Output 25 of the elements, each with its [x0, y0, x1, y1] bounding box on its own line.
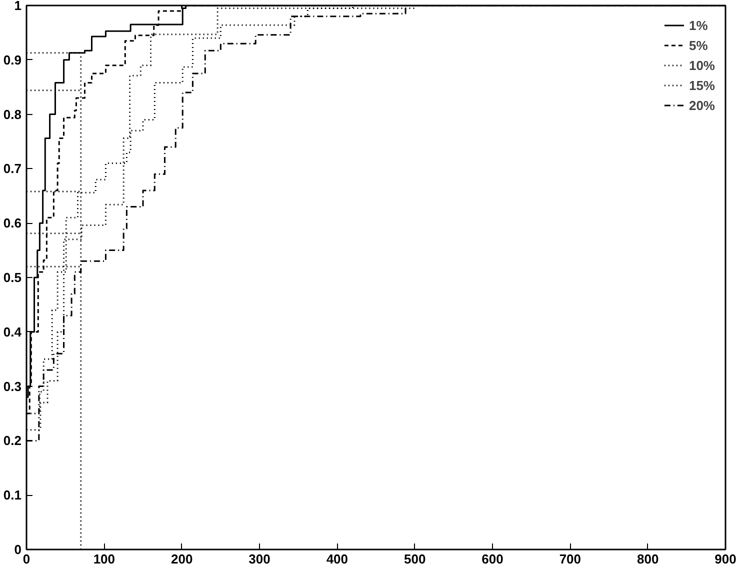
y-tick-label: 0.8	[3, 106, 22, 122]
y-tick-label: 0.7	[3, 161, 22, 176]
y-tick-label: 0.5	[3, 270, 22, 285]
legend-label: 1%	[688, 18, 709, 32]
legend-label: 5%	[688, 38, 709, 52]
x-tick-label: 400	[326, 552, 348, 566]
y-tick-label: 0.4	[3, 324, 22, 340]
x-tick-label: 700	[559, 552, 582, 566]
x-tick-label: 600	[482, 552, 504, 566]
x-tick-label: 200	[170, 552, 193, 566]
y-tick-label: 0.9	[3, 52, 22, 68]
y-tick-label: 0.6	[3, 216, 22, 231]
y-tick-label: 0.1	[3, 488, 22, 503]
x-tick-label: 900	[714, 552, 736, 566]
x-tick-label: 100	[93, 552, 116, 566]
legend-label: 20%	[688, 98, 715, 112]
y-tick-label: 0.3	[3, 378, 22, 394]
legend-label: 15%	[688, 78, 715, 92]
x-tick-label: 500	[404, 552, 426, 566]
x-tick-label: 300	[248, 552, 270, 566]
y-tick-label: 0.2	[3, 433, 22, 448]
y-tick-label: 0	[14, 542, 22, 557]
legend-label: 10%	[688, 58, 715, 72]
x-tick-label: 800	[636, 552, 659, 566]
y-tick-label: 1	[14, 0, 22, 13]
